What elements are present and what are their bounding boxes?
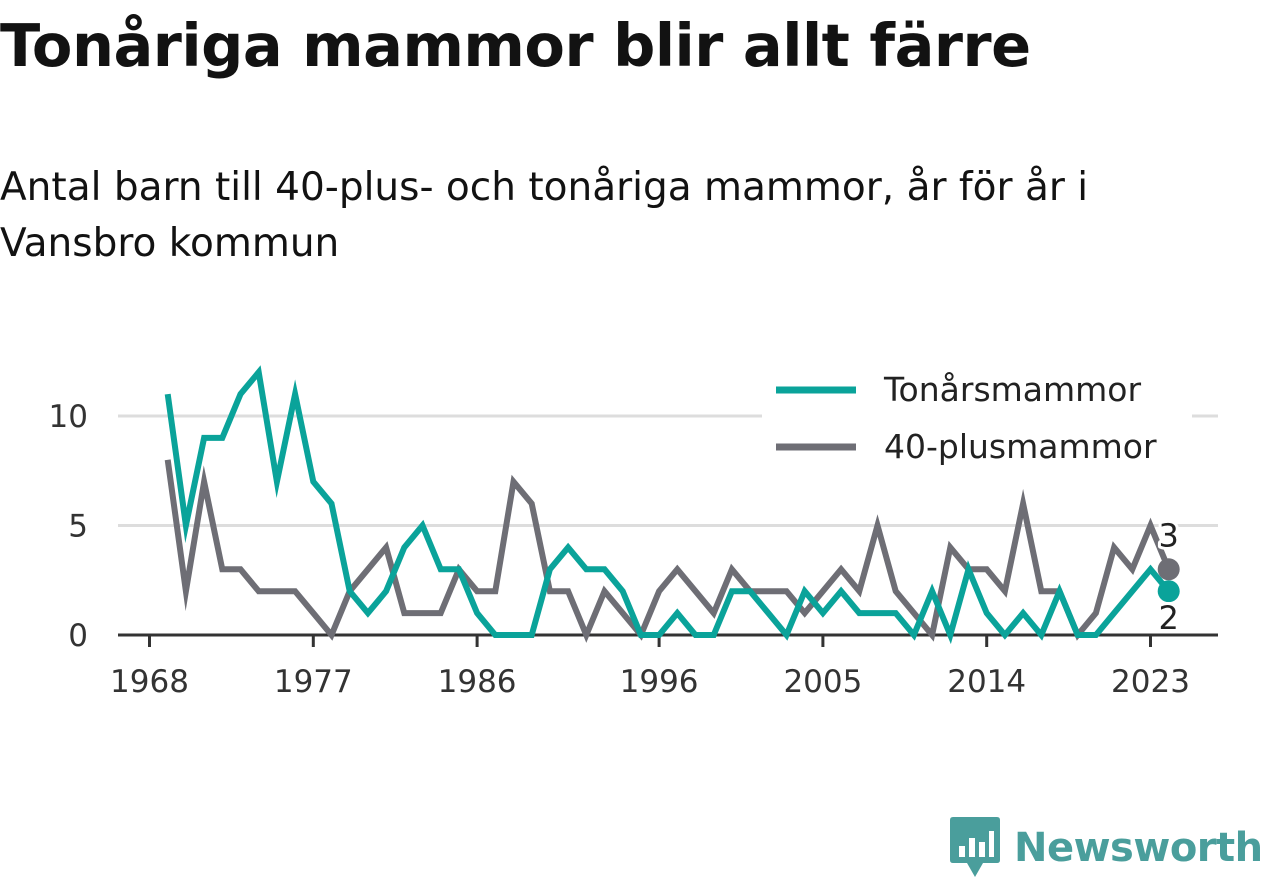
legend-background <box>762 362 1192 480</box>
x-tick-label: 2023 <box>1111 664 1190 700</box>
y-tick-label: 10 <box>49 399 88 435</box>
chart-subtitle: Antal barn till 40-plus- och tonåriga ma… <box>0 165 1089 266</box>
brand-name: Newsworthy <box>1014 825 1262 871</box>
series-line-0 <box>164 365 1172 645</box>
x-tick-label: 1996 <box>620 664 699 700</box>
legend-label-0: Tonårsmammor <box>883 370 1141 409</box>
series-end-point-1 <box>1157 558 1180 581</box>
series-line-1 <box>164 459 1172 643</box>
x-tick-label: 1968 <box>110 664 189 700</box>
x-tick-label: 2005 <box>783 664 862 700</box>
brand-footer: Newsworthy <box>950 816 1262 880</box>
x-tick-label: 1977 <box>274 664 353 700</box>
x-tick-label: 1986 <box>438 664 517 700</box>
y-tick-label: 5 <box>68 509 88 545</box>
legend-label-1: 40-plusmammor <box>884 427 1157 466</box>
x-tick-label: 2014 <box>947 664 1026 700</box>
y-tick-label: 0 <box>68 618 88 654</box>
end-value-label: 2 <box>1159 599 1179 637</box>
chart-title: Tonåriga mammor blir allt färre <box>0 11 1031 80</box>
series-end-point-0 <box>1157 580 1180 603</box>
bar-chart-speech-bubble-icon <box>950 817 1000 877</box>
end-value-label: 3 <box>1159 516 1179 554</box>
